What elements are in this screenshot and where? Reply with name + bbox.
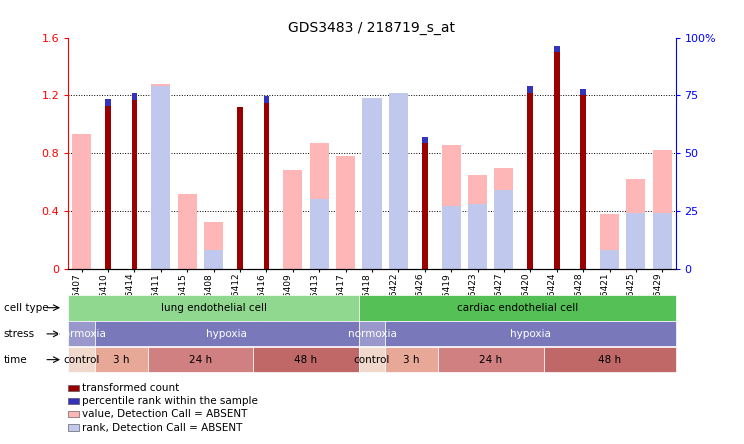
Bar — [600, 214, 619, 269]
Bar — [204, 250, 223, 269]
Text: 24 h: 24 h — [479, 355, 502, 365]
Bar — [132, 93, 138, 100]
Bar — [442, 206, 461, 269]
Text: 24 h: 24 h — [189, 355, 212, 365]
Bar — [310, 199, 329, 269]
Bar — [336, 156, 355, 269]
Bar — [132, 100, 138, 269]
Bar — [310, 143, 329, 269]
Bar — [626, 213, 646, 269]
Text: stress: stress — [4, 329, 35, 339]
Title: GDS3483 / 218719_s_at: GDS3483 / 218719_s_at — [289, 21, 455, 36]
Text: control: control — [354, 355, 390, 365]
Bar — [362, 98, 382, 269]
Text: 48 h: 48 h — [295, 355, 318, 365]
Text: normoxia: normoxia — [347, 329, 397, 339]
Text: cell type: cell type — [4, 303, 48, 313]
Text: cardiac endothelial cell: cardiac endothelial cell — [457, 303, 578, 313]
Bar — [151, 86, 170, 269]
Text: hypoxia: hypoxia — [206, 329, 247, 339]
Bar — [283, 170, 302, 269]
Bar — [468, 175, 487, 269]
Bar — [527, 93, 533, 269]
Bar — [422, 143, 428, 269]
Bar — [178, 194, 196, 269]
Bar — [263, 96, 269, 103]
Bar — [600, 250, 619, 269]
Bar — [495, 168, 513, 269]
Bar — [468, 204, 487, 269]
Bar — [72, 135, 92, 269]
Bar — [263, 103, 269, 269]
Bar — [626, 179, 646, 269]
Text: 3 h: 3 h — [113, 355, 129, 365]
Text: value, Detection Call = ABSENT: value, Detection Call = ABSENT — [82, 409, 247, 419]
Bar — [422, 137, 428, 143]
Bar — [554, 46, 559, 52]
Bar — [554, 52, 559, 269]
Text: hypoxia: hypoxia — [510, 329, 551, 339]
Bar — [105, 106, 111, 269]
Bar — [495, 190, 513, 269]
Text: lung endothelial cell: lung endothelial cell — [161, 303, 266, 313]
Bar — [389, 99, 408, 269]
Bar — [105, 99, 111, 106]
Text: time: time — [4, 355, 28, 365]
Bar — [237, 107, 243, 269]
Bar — [389, 93, 408, 269]
Bar — [580, 95, 586, 269]
Bar — [527, 86, 533, 93]
Bar — [204, 222, 223, 269]
Text: percentile rank within the sample: percentile rank within the sample — [82, 396, 257, 406]
Text: 3 h: 3 h — [403, 355, 420, 365]
Text: 48 h: 48 h — [598, 355, 621, 365]
Bar — [652, 213, 672, 269]
Bar — [652, 151, 672, 269]
Text: control: control — [63, 355, 100, 365]
Text: normoxia: normoxia — [57, 329, 106, 339]
Bar — [362, 99, 382, 269]
Text: transformed count: transformed count — [82, 383, 179, 392]
Text: rank, Detection Call = ABSENT: rank, Detection Call = ABSENT — [82, 423, 243, 432]
Bar — [442, 145, 461, 269]
Bar — [151, 84, 170, 269]
Bar — [580, 89, 586, 95]
